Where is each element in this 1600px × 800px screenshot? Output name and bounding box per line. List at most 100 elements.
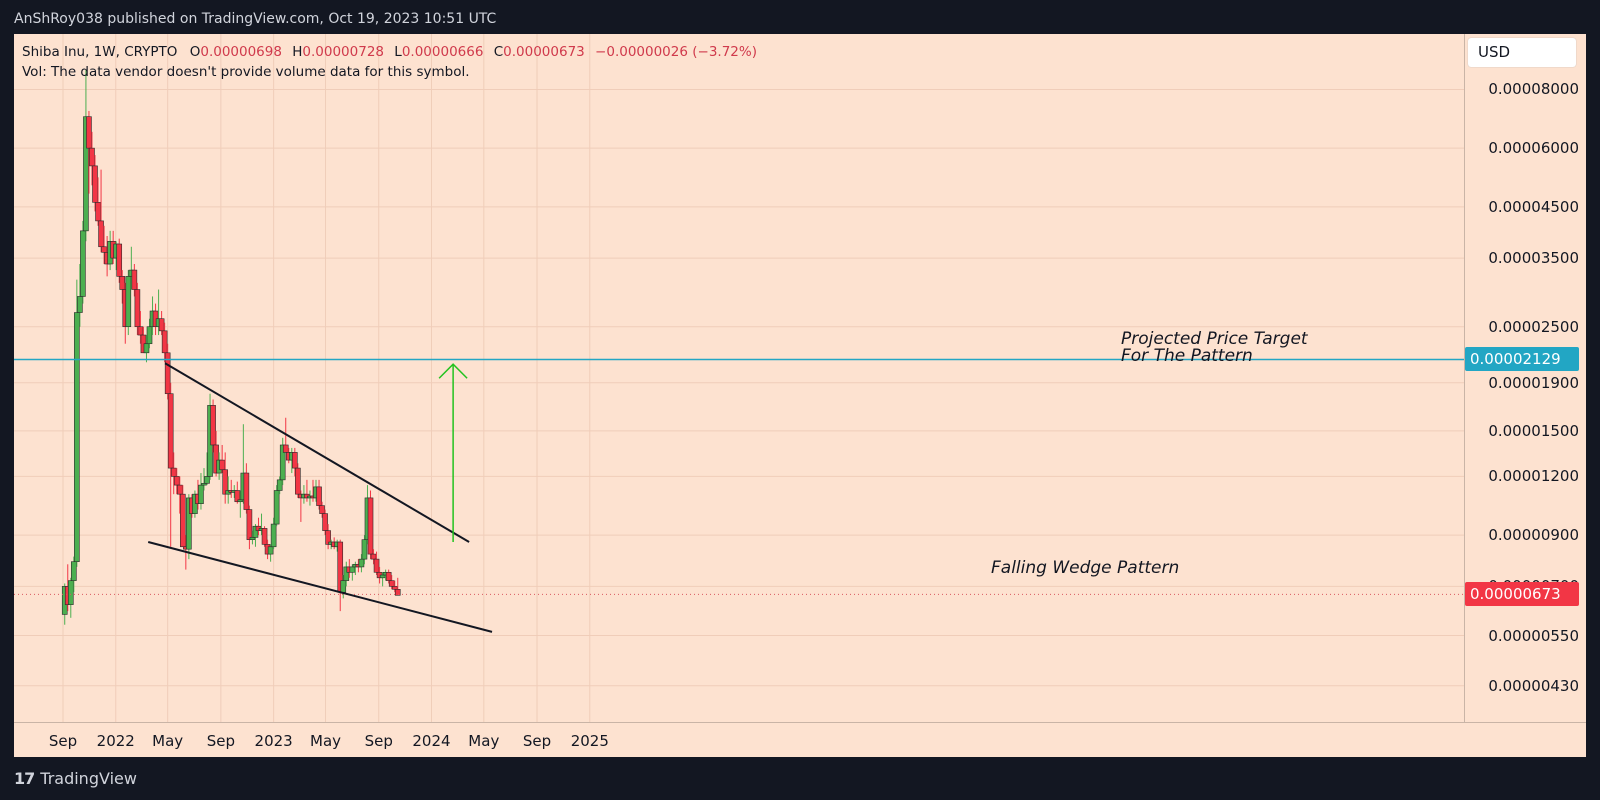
- ohlc-row: Shiba Inu, 1W, CRYPTO O0.00000698 H0.000…: [22, 42, 757, 62]
- candle: [83, 70, 89, 242]
- candle: [270, 517, 277, 550]
- candle-body: [391, 586, 398, 590]
- candle-body: [67, 580, 74, 605]
- x-tick-label: May: [468, 732, 500, 750]
- symbol-name: Shiba Inu, 1W, CRYPTO: [22, 44, 178, 60]
- candle: [161, 322, 168, 363]
- candle: [158, 311, 165, 336]
- candle: [92, 155, 98, 212]
- wedge-annotation: Falling Wedge Pattern: [991, 558, 1180, 578]
- candle: [116, 238, 123, 283]
- y-tick-label: 0.00001200: [1488, 467, 1579, 486]
- currency-button[interactable]: USD: [1468, 38, 1576, 67]
- high-value: 0.00000728: [302, 44, 384, 60]
- candle: [95, 177, 101, 226]
- candlestick-series: [61, 70, 401, 625]
- candle-body: [349, 566, 356, 573]
- candle-body: [394, 588, 401, 596]
- candle: [125, 270, 132, 336]
- y-tick-label: 0.00000900: [1488, 526, 1579, 545]
- target-price-tag: 0.00002129: [1465, 347, 1579, 372]
- candle-body: [379, 574, 386, 579]
- time-axis[interactable]: Sep 2022 May Sep 2023 May Sep 2024 May Sep 2025: [14, 722, 1586, 758]
- candle-body: [234, 490, 241, 503]
- x-tick-label: Sep: [364, 732, 393, 750]
- candle: [252, 524, 259, 547]
- candle-body: [83, 116, 89, 232]
- candle: [74, 279, 80, 567]
- candle-body: [71, 561, 77, 581]
- candle-body: [367, 497, 374, 555]
- candle-body: [186, 497, 192, 550]
- candle-body: [204, 476, 210, 484]
- candle: [222, 452, 228, 504]
- candle: [234, 481, 241, 504]
- candle: [201, 468, 207, 491]
- candle: [394, 577, 401, 596]
- candle-body: [316, 486, 322, 506]
- candle: [358, 554, 365, 573]
- price-axis[interactable]: 0.00008000 0.00006000 0.00004500 0.00003500…: [1464, 34, 1587, 722]
- candle: [261, 526, 268, 547]
- x-tick-label: 2023: [254, 732, 293, 750]
- y-tick-label: 0.00002500: [1488, 317, 1579, 336]
- open-label: O: [189, 44, 201, 60]
- candle: [370, 549, 377, 565]
- candle-body: [131, 269, 138, 290]
- candle-body: [158, 318, 165, 332]
- chart-canvas[interactable]: [14, 34, 1464, 722]
- x-tick-label: May: [152, 732, 184, 750]
- low-label: L: [394, 44, 402, 60]
- x-tick-label: Sep: [48, 732, 78, 750]
- candle: [198, 473, 204, 510]
- close-label: C: [493, 44, 504, 60]
- y-tick-label: 0.00001500: [1488, 421, 1579, 440]
- candle-body: [134, 289, 141, 328]
- target-annotation: Projected Price Target For The Pattern: [1121, 331, 1308, 365]
- low-value: 0.00000666: [401, 44, 484, 60]
- candle-body: [86, 116, 92, 149]
- candle-body: [80, 230, 86, 297]
- candle: [67, 577, 74, 618]
- y-tick-label: 0.00008000: [1488, 80, 1579, 99]
- publisher-header: AnShRoy038 published on TradingView.com,…: [14, 11, 497, 27]
- candle: [219, 444, 225, 474]
- candle-body: [295, 467, 301, 495]
- tradingview-logo-icon: 17: [14, 769, 35, 788]
- candle-body: [137, 326, 144, 336]
- candle: [279, 437, 286, 486]
- candle: [77, 263, 83, 327]
- candle-body: [98, 220, 104, 248]
- y-tick-label: 0.00006000: [1488, 139, 1579, 158]
- candle-body: [273, 490, 280, 525]
- candle-body: [219, 459, 225, 471]
- candle: [273, 485, 280, 527]
- candle: [86, 110, 92, 194]
- candle: [388, 575, 395, 590]
- candle: [170, 452, 177, 495]
- y-tick-label: 0.00004500: [1488, 197, 1579, 216]
- candle: [143, 335, 150, 363]
- candle-body: [340, 580, 347, 593]
- candle: [237, 490, 244, 518]
- candle-body: [246, 509, 253, 540]
- candle: [304, 479, 310, 502]
- candle-body: [267, 546, 274, 555]
- y-tick-label: 0.00003500: [1488, 249, 1579, 268]
- candle: [295, 463, 301, 498]
- plot-area[interactable]: Shiba Inu, 1W, CRYPTO O0.00000698 H0.000…: [14, 34, 1464, 722]
- last-price-tag: 0.00000673: [1465, 582, 1579, 607]
- candle-body: [222, 469, 228, 495]
- candle: [319, 501, 325, 518]
- candle: [385, 569, 392, 584]
- candle: [343, 561, 350, 587]
- candle-body: [170, 467, 177, 477]
- candle-body: [373, 558, 380, 573]
- tradingview-wordmark: TradingView: [40, 769, 137, 788]
- target-annotation-line1: Projected Price Target: [1121, 329, 1308, 349]
- volume-note: Vol: The data vendor doesn't provide vol…: [22, 64, 470, 80]
- y-tick-label: 0.00000550: [1488, 626, 1579, 645]
- x-tick-label: Sep: [522, 732, 552, 750]
- grid-lines: [14, 34, 1464, 722]
- candle-body: [176, 484, 183, 495]
